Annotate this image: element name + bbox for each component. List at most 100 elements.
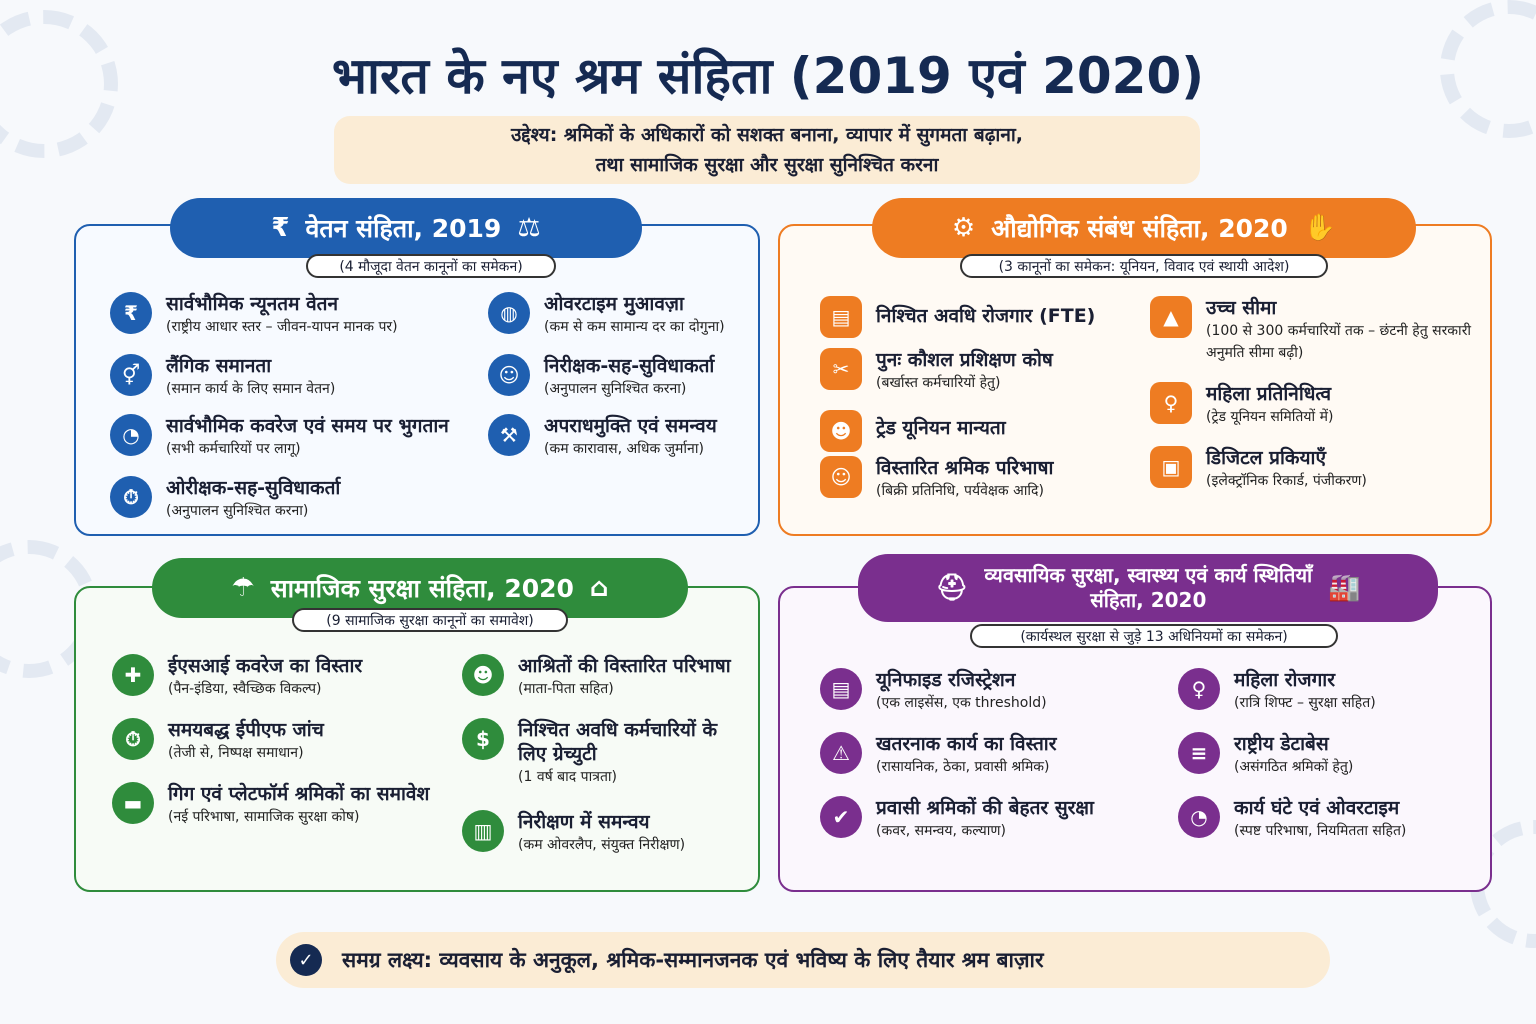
list-item: ◔ कार्य घंटे एवं ओवरटाइम (स्पष्ट परिभाषा… xyxy=(1178,796,1478,842)
item-title: ओवरटाइम मुआवज़ा xyxy=(544,293,684,315)
item-title: निरीक्षक-सह-सुविधाकर्ता xyxy=(544,355,715,377)
item-desc: (राष्ट्रीय आधार स्तर – जीवन-यापन मानक पर… xyxy=(166,319,398,335)
item-desc: (सभी कर्मचारियों पर लागू) xyxy=(166,441,301,457)
rupee-icon: ₹ xyxy=(110,292,152,334)
list-item: $ निश्चित अवधि कर्मचारियों के लिए ग्रेच्… xyxy=(462,718,742,788)
item-title: यूनिफाइड रजिस्ट्रेशन xyxy=(876,669,1016,691)
list-item: ▤ यूनिफाइड रजिस्ट्रेशन (एक लाइसेंस, एक t… xyxy=(820,668,1160,714)
item-title: कार्य घंटे एवं ओवरटाइम xyxy=(1234,797,1400,819)
list-item: ◍ ओवरटाइम मुआवज़ा (कम से कम सामान्य दर क… xyxy=(488,292,752,338)
chart-icon: ▲ xyxy=(1150,296,1192,338)
list-item: ✔ प्रवासी श्रमिकों की बेहतर सुरक्षा (कवर… xyxy=(820,796,1170,842)
list-item: ⚥ लैंगिक समानता (समान कार्य के लिए समान … xyxy=(110,354,470,400)
item-desc: (बिक्री प्रतिनिधि, पर्यवेक्षक आदि) xyxy=(876,483,1044,499)
item-title: पुनः कौशल प्रशिक्षण कोष xyxy=(876,349,1053,371)
item-desc: (ट्रेड यूनियन समितियों में) xyxy=(1206,409,1334,425)
list-item: ▣ डिजिटल प्रकियाएँ (इलेक्ट्रॉनिक रिकार्ड… xyxy=(1150,446,1470,492)
scales-icon: ⚖ xyxy=(517,213,541,243)
list-item: ₹ सार्वभौमिक न्यूनतम वेतन (राष्ट्रीय आधा… xyxy=(110,292,470,338)
social-code-panel xyxy=(74,586,760,892)
item-title: अपराधमुक्ति एवं समन्वय xyxy=(544,415,717,437)
industrial-code-title: औद्योगिक संबंध संहिता, 2020 xyxy=(991,214,1288,243)
item-desc: (1 वर्ष बाद पात्रता) xyxy=(518,769,618,785)
item-desc: (माता-पिता सहित) xyxy=(518,681,614,697)
item-desc: (कवर, समन्वय, कल्याण) xyxy=(876,823,1006,839)
item-desc: (कम कारावास, अधिक जुर्माना) xyxy=(544,441,704,457)
list-item: ▥ निरीक्षण में समन्वय (कम ओवरलैप, संयुक्… xyxy=(462,810,752,856)
item-desc: (असंगठित श्रमिकों हेतु) xyxy=(1234,759,1354,775)
gears-icon: ⚙ xyxy=(951,213,976,243)
list-item: ♀ महिला रोजगार (रात्रि शिफ्ट – सुरक्षा स… xyxy=(1178,668,1478,714)
list-item: ◔ सार्वभौमिक कवरेज एवं समय पर भुगतान (सभ… xyxy=(110,414,480,460)
industrial-code-subtitle: (3 कानूनों का समेकन: यूनियन, विवाद एवं स… xyxy=(960,254,1328,278)
list-item: ⏱ ओरीक्षक-सह-सुविधाकर्ता (अनुपालन सुनिश्… xyxy=(110,476,470,522)
item-desc: (100 से 300 कर्मचारियों तक – छंटनी हेतु … xyxy=(1206,323,1472,361)
timer-icon: ⏱ xyxy=(112,718,154,760)
coins-icon: ₹ xyxy=(271,213,290,243)
item-desc: (कम से कम सामान्य दर का दोगुना) xyxy=(544,319,725,335)
item-desc: (नई परिभाषा, सामाजिक सुरक्षा कोष) xyxy=(168,809,360,825)
wage-code-banner: ₹ वेतन संहिता, 2019 ⚖ xyxy=(170,198,642,258)
gavel-icon: ⚒ xyxy=(488,414,530,456)
list-item: ☺ विस्तारित श्रमिक परिभाषा (बिक्री प्रति… xyxy=(820,456,1140,502)
social-code-title: सामाजिक सुरक्षा संहिता, 2020 xyxy=(270,574,574,603)
list-item: ≡ राष्ट्रीय डेटाबेस (असंगठित श्रमिकों हे… xyxy=(1178,732,1478,778)
wage-code-subtitle: (4 मौजूदा वेतन कानूनों का समेकन) xyxy=(306,254,556,278)
item-title: ओरीक्षक-सह-सुविधाकर्ता xyxy=(166,477,341,499)
safety-code-title-line-2: संहिता, 2020 xyxy=(1090,588,1207,612)
item-title: सार्वभौमिक कवरेज एवं समय पर भुगतान xyxy=(166,415,449,437)
item-desc: (एक लाइसेंस, एक threshold) xyxy=(876,695,1047,711)
helmet-shield-icon: ⛑ xyxy=(935,572,969,603)
database-icon: ≡ xyxy=(1178,732,1220,774)
check-icon: ✓ xyxy=(290,944,322,976)
safety-code-subtitle: (कार्यस्थल सुरक्षा से जुड़े 13 अधिनियमों… xyxy=(970,624,1338,648)
list-item: ▤ निश्चित अवधि रोजगार (FTE) xyxy=(820,296,1140,338)
item-title: महिला प्रतिनिधित्व xyxy=(1206,383,1332,405)
item-title: उच्च सीमा xyxy=(1206,297,1277,319)
item-title: समयबद्ध ईपीएफ जांच xyxy=(168,719,324,741)
tools-icon: ✂ xyxy=(820,348,862,390)
item-desc: (तेजी से, निष्पक्ष समाधान) xyxy=(168,745,304,761)
item-title: विस्तारित श्रमिक परिभाषा xyxy=(876,457,1054,479)
item-title: लैंगिक समानता xyxy=(166,355,272,377)
item-title: प्रवासी श्रमिकों की बेहतर सुरक्षा xyxy=(876,797,1094,819)
handshake-icon: ✋ xyxy=(1303,213,1337,243)
warning-icon: ⚠ xyxy=(820,732,862,774)
overall-goal-text: समग्र लक्ष्य: व्यवसाय के अनुकूल, श्रमिक-… xyxy=(342,948,1044,972)
safety-code-banner: ⛑ व्यवसायिक सुरक्षा, स्वास्थ्य एवं कार्य… xyxy=(858,554,1438,622)
stopwatch-icon: ⏱ xyxy=(110,476,152,518)
item-title: निश्चित अवधि रोजगार (FTE) xyxy=(876,305,1096,327)
item-title: निरीक्षण में समन्वय xyxy=(518,811,650,833)
item-title: ईएसआई कवरेज का विस्तार xyxy=(168,655,363,677)
objective-box: उद्देश्य: श्रमिकों के अधिकारों को सशक्त … xyxy=(334,116,1200,184)
item-desc: (इलेक्ट्रॉनिक रिकार्ड, पंजीकरण) xyxy=(1206,473,1367,489)
shield-check-icon: ✔ xyxy=(820,796,862,838)
building-icon: ▥ xyxy=(462,810,504,852)
umbrella-family-icon: ☂ xyxy=(231,573,255,603)
worker-icon: ☺ xyxy=(820,456,862,498)
family-icon: ☻ xyxy=(462,654,504,696)
list-item: ☻ आश्रितों की विस्तारित परिभाषा (माता-पि… xyxy=(462,654,752,700)
computer-icon: ▣ xyxy=(1150,446,1192,488)
list-item: ⏱ समयबद्ध ईपीएफ जांच (तेजी से, निष्पक्ष … xyxy=(112,718,462,764)
social-code-subtitle: (9 सामाजिक सुरक्षा कानूनों का समावेश) xyxy=(292,608,568,632)
woman-icon: ♀ xyxy=(1150,382,1192,424)
house-family-icon: ⌂ xyxy=(589,573,609,603)
industrial-code-banner: ⚙ औद्योगिक संबंध संहिता, 2020 ✋ xyxy=(872,198,1416,258)
item-desc: (पैन-इंडिया, स्वैच्छिक विकल्प) xyxy=(168,681,322,697)
item-desc: (अनुपालन सुनिश्चित करना) xyxy=(166,503,309,519)
group-icon: ☻ xyxy=(820,410,862,452)
item-desc: (समान कार्य के लिए समान वेतन) xyxy=(166,381,336,397)
gender-icon: ⚥ xyxy=(110,354,152,396)
money-hand-icon: $ xyxy=(462,718,504,760)
item-title: खतरनाक कार्य का विस्तार xyxy=(876,733,1057,755)
page-title: भारत के नए श्रम संहिता (2019 एवं 2020) xyxy=(331,47,1205,105)
item-desc: (अनुपालन सुनिश्चित करना) xyxy=(544,381,687,397)
inspector-icon: ☺ xyxy=(488,354,530,396)
document-icon: ▤ xyxy=(820,296,862,338)
list-item: ▲ उच्च सीमा (100 से 300 कर्मचारियों तक –… xyxy=(1150,296,1480,364)
item-desc: (कम ओवरलैप, संयुक्त निरीक्षण) xyxy=(518,837,686,853)
item-title: आश्रितों की विस्तारित परिभाषा xyxy=(518,655,731,677)
clock-icon: ◔ xyxy=(1178,796,1220,838)
factory-icon: 🏭 xyxy=(1328,572,1361,603)
